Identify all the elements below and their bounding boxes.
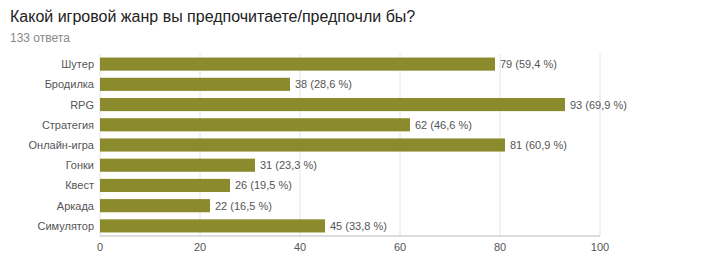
category-label: Онлайн-игра	[29, 139, 95, 151]
bar	[100, 199, 210, 212]
category-label: RPG	[70, 99, 94, 111]
category-label: Стратегия	[42, 119, 94, 131]
data-label: 79 (59,4 %)	[500, 58, 557, 70]
grid-line	[600, 54, 601, 236]
x-tick-label: 60	[394, 241, 406, 253]
category-label: Квест	[65, 179, 94, 191]
bar	[100, 138, 505, 151]
category-label: Гонки	[66, 159, 94, 171]
category-label: Шутер	[61, 58, 94, 70]
data-label: 26 (19,5 %)	[235, 179, 292, 191]
bars	[100, 58, 565, 233]
x-tick-label: 80	[494, 241, 506, 253]
data-label: 38 (28,6 %)	[295, 78, 352, 90]
data-label: 93 (69,9 %)	[570, 99, 627, 111]
title: Какой игровой жанр вы предпочитаете/пред…	[10, 8, 415, 25]
x-tick-label: 0	[97, 241, 103, 253]
bar	[100, 179, 230, 192]
chart-svg: Какой игровой жанр вы предпочитаете/пред…	[0, 0, 717, 263]
bar	[100, 219, 325, 232]
bar	[100, 98, 565, 111]
category-label: Симулятор	[37, 220, 94, 232]
data-label: 45 (33,8 %)	[330, 220, 387, 232]
category-label: Аркада	[57, 200, 95, 212]
data-label: 62 (46,6 %)	[415, 119, 472, 131]
x-tick-label: 100	[591, 241, 609, 253]
x-axis-line	[100, 236, 600, 237]
data-label: 31 (23,3 %)	[260, 159, 317, 171]
bar	[100, 118, 410, 131]
data-label: 81 (60,9 %)	[510, 139, 567, 151]
bar	[100, 78, 290, 91]
bar	[100, 159, 255, 172]
grid	[100, 54, 600, 236]
x-tick-label: 20	[194, 241, 206, 253]
data-label: 22 (16,5 %)	[215, 200, 272, 212]
subtitle: 133 ответа	[10, 31, 70, 45]
x-tick-label: 40	[294, 241, 306, 253]
bar	[100, 58, 495, 71]
chart-container: Какой игровой жанр вы предпочитаете/пред…	[0, 0, 717, 263]
category-label: Бродилка	[45, 78, 95, 90]
